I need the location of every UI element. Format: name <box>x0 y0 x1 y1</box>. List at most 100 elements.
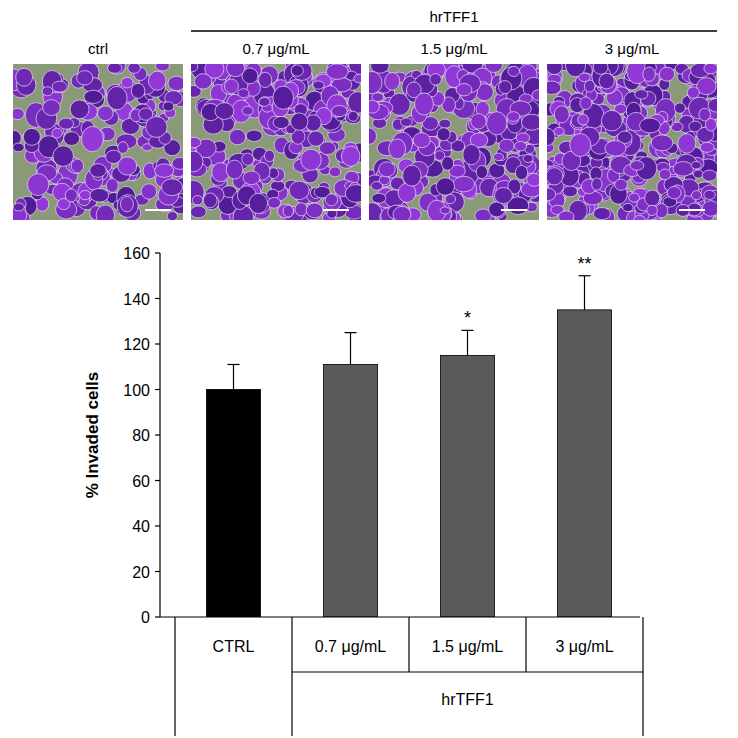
y-tick-label: 40 <box>132 518 150 535</box>
cell <box>64 132 80 146</box>
cell <box>523 155 533 163</box>
cell <box>563 186 578 197</box>
cell <box>226 64 244 77</box>
category-divider <box>408 617 409 672</box>
cell <box>167 212 177 220</box>
group-divider <box>292 671 643 672</box>
x-axis: CTRL0.7 μg/mL1.5 μg/mL3 μg/mLhrTFF1 <box>160 617 643 736</box>
cell <box>42 87 53 96</box>
cell <box>229 129 245 145</box>
cell <box>278 204 294 218</box>
cell <box>121 77 133 88</box>
micrograph-bg <box>547 64 717 220</box>
y-tick-label: 140 <box>123 291 150 308</box>
cell <box>547 81 561 95</box>
cell <box>514 141 526 151</box>
y-tick <box>155 571 160 572</box>
cell <box>215 103 234 120</box>
cell <box>332 106 348 117</box>
cell <box>192 196 202 205</box>
cell <box>527 173 539 186</box>
cell <box>107 86 127 109</box>
x-group-label: hrTFF1 <box>441 691 494 708</box>
cell <box>264 150 274 162</box>
cell <box>96 205 114 220</box>
error-bar <box>228 364 240 389</box>
cell <box>645 190 660 206</box>
cell <box>156 64 170 71</box>
cell <box>313 81 324 89</box>
cell <box>289 181 309 200</box>
cell <box>71 159 83 173</box>
cell <box>242 106 253 115</box>
plot-marks <box>207 276 612 617</box>
cell <box>118 142 128 154</box>
cell <box>623 203 634 211</box>
cell <box>295 203 307 216</box>
cell <box>291 113 308 130</box>
error-bar-stem <box>467 330 468 355</box>
cell <box>77 71 93 85</box>
cell <box>532 90 539 101</box>
cell <box>705 118 716 131</box>
cell <box>191 64 198 72</box>
cell <box>476 166 487 179</box>
micrograph-bg <box>191 64 361 220</box>
micrograph <box>191 64 361 220</box>
cell <box>168 76 183 91</box>
cell <box>495 187 513 203</box>
cell <box>161 179 182 196</box>
cell <box>570 134 591 157</box>
y-tick <box>155 298 160 299</box>
cell <box>643 67 656 81</box>
image-label: 1.5 μg/mL <box>420 40 487 57</box>
cell <box>348 111 358 121</box>
error-bar-stem <box>350 333 351 365</box>
cell <box>141 184 156 199</box>
cell <box>678 134 696 153</box>
cell <box>554 127 565 135</box>
cell <box>98 106 114 121</box>
cell <box>27 174 48 196</box>
image-label: ctrl <box>88 40 108 57</box>
cell <box>439 119 451 128</box>
cell <box>191 151 203 172</box>
image-group-line <box>191 30 717 32</box>
category-divider <box>525 617 526 672</box>
cell <box>516 133 530 143</box>
cell <box>393 206 411 220</box>
cell <box>70 100 89 119</box>
cell <box>106 179 118 193</box>
y-tick-label: 120 <box>123 336 150 353</box>
cell <box>630 161 644 171</box>
cell <box>440 207 450 214</box>
cell <box>249 193 267 213</box>
micrograph <box>369 64 539 220</box>
cell <box>128 64 141 73</box>
cell <box>291 65 303 76</box>
cell <box>499 139 514 152</box>
cell <box>702 201 717 217</box>
cell <box>191 137 201 147</box>
cell <box>579 73 591 81</box>
cell <box>547 64 562 75</box>
cell <box>647 205 658 215</box>
cell <box>592 178 602 190</box>
y-tick-label: 20 <box>132 564 150 581</box>
cell <box>634 215 646 220</box>
cell <box>325 194 337 206</box>
micrograph-bg <box>13 64 183 220</box>
cell <box>345 185 361 203</box>
cell <box>605 141 626 156</box>
cell <box>445 194 455 203</box>
cell <box>667 186 681 199</box>
cell <box>53 146 74 167</box>
cell <box>515 165 527 179</box>
cell <box>708 98 717 112</box>
scale-bar <box>323 209 349 211</box>
cell <box>117 195 138 218</box>
cell <box>522 114 539 130</box>
cell <box>554 106 569 123</box>
cell <box>292 64 312 80</box>
cell <box>163 102 174 111</box>
